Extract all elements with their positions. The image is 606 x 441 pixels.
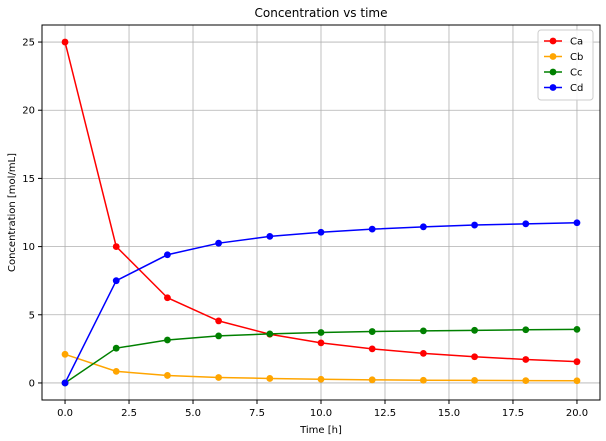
- y-axis-ticks: 0 5 10 15 20 25: [22, 38, 42, 389]
- x-tick-label: 7.5: [249, 408, 265, 419]
- data-point-cb: [112, 367, 120, 375]
- data-point-cd: [112, 277, 120, 285]
- y-axis-label: Concentration [mol/mL]: [7, 153, 18, 272]
- data-point-cb: [419, 376, 427, 384]
- data-point-ca: [419, 349, 427, 357]
- data-point-cb: [522, 377, 530, 385]
- legend-marker-cc: [549, 68, 557, 76]
- x-tick-label: 5.0: [185, 408, 201, 419]
- data-point-cd: [164, 251, 171, 259]
- data-point-cc: [266, 330, 274, 338]
- data-point-ca: [573, 358, 581, 366]
- legend: Ca Cb Cc Cd: [537, 29, 594, 101]
- legend-label-ca: Ca: [570, 37, 583, 48]
- x-tick-label: 2.5: [121, 408, 137, 419]
- data-point-cb: [471, 376, 478, 384]
- data-point-cb: [317, 375, 325, 383]
- data-point-cd: [573, 219, 581, 227]
- data-point-cb: [164, 372, 171, 379]
- legend-label-cc: Cc: [570, 68, 582, 79]
- data-point-ca: [317, 339, 325, 347]
- data-point-cb: [368, 376, 376, 384]
- data-point-cd: [522, 220, 530, 228]
- y-tick-label: 15: [22, 174, 35, 185]
- data-point-cb: [266, 375, 274, 382]
- y-tick-label: 5: [29, 310, 35, 321]
- data-point-ca: [471, 353, 478, 361]
- data-point-ca: [112, 243, 120, 250]
- data-point-ca: [522, 356, 530, 363]
- chart-title: Concentration vs time: [255, 6, 388, 20]
- data-point-cc: [522, 326, 530, 334]
- data-point-cb: [61, 350, 69, 358]
- data-point-ca: [61, 38, 69, 46]
- data-point-cb: [573, 377, 581, 385]
- legend-marker-cb: [549, 53, 557, 60]
- legend-marker-cd: [549, 84, 557, 91]
- data-point-cc: [164, 336, 171, 344]
- data-point-ca: [368, 345, 376, 353]
- y-tick-label: 20: [22, 106, 35, 117]
- data-point-cd: [266, 232, 274, 240]
- data-point-cc: [317, 329, 325, 336]
- data-point-cc: [419, 327, 427, 335]
- data-point-cc: [368, 328, 376, 335]
- x-axis-ticks: 0.0 2.5 5.0 7.5 10.0 12.5 15.0 17.5 20.0: [57, 400, 588, 419]
- x-tick-label: 17.5: [502, 408, 524, 419]
- data-point-cc: [471, 326, 478, 334]
- data-point-cc: [573, 325, 581, 333]
- data-point-cc: [215, 332, 223, 340]
- data-point-cc: [112, 344, 120, 352]
- data-point-cd: [317, 228, 325, 236]
- data-point-cd: [368, 225, 376, 233]
- x-tick-label: 15.0: [438, 408, 460, 419]
- legend-label-cb: Cb: [570, 52, 583, 63]
- x-tick-label: 0.0: [57, 408, 73, 419]
- series-cb: [61, 350, 581, 385]
- legend-label-cd: Cd: [570, 83, 583, 94]
- data-point-ca: [164, 294, 171, 302]
- series-layer: [61, 38, 581, 387]
- x-axis-label: Time [h]: [299, 425, 342, 436]
- legend-box: [537, 29, 594, 101]
- data-point-cd: [215, 239, 223, 247]
- data-point-cd: [419, 223, 427, 231]
- y-tick-label: 0: [29, 378, 35, 389]
- grid-lines: [42, 25, 600, 400]
- data-point-ca: [215, 317, 223, 325]
- x-tick-label: 20.0: [566, 408, 588, 419]
- data-point-cd: [471, 221, 478, 229]
- legend-marker-ca: [549, 37, 557, 45]
- y-tick-label: 25: [22, 38, 35, 49]
- x-tick-label: 12.5: [374, 408, 396, 419]
- x-tick-label: 10.0: [310, 408, 332, 419]
- series-cd: [61, 219, 581, 387]
- y-tick-label: 10: [22, 242, 35, 253]
- data-point-cd: [61, 379, 69, 387]
- data-point-cb: [215, 374, 223, 381]
